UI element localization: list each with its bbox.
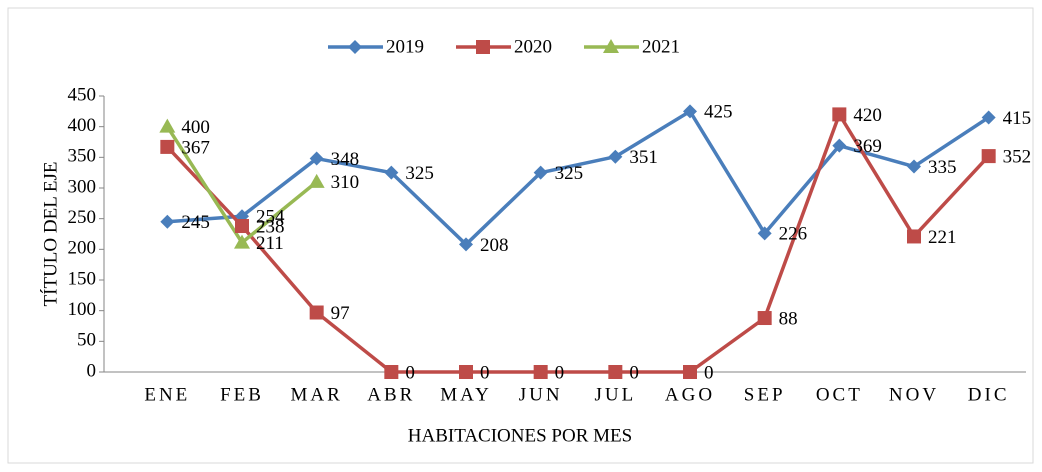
legend-label: 2021 — [642, 36, 680, 57]
x-tick-label: JUN — [519, 384, 563, 405]
marker — [533, 165, 548, 180]
marker — [235, 219, 249, 234]
data-label: 425 — [704, 102, 733, 123]
marker — [907, 229, 921, 244]
marker — [832, 107, 847, 122]
marker — [981, 110, 996, 125]
data-label: 0 — [555, 362, 565, 383]
data-label: 352 — [1003, 146, 1032, 167]
marker — [608, 149, 623, 164]
y-tick-label: 300 — [68, 176, 97, 197]
marker — [757, 311, 772, 326]
x-tick-label: JUL — [594, 384, 636, 405]
chart-frame — [7, 7, 1034, 464]
data-label: 369 — [853, 136, 882, 157]
data-label: 367 — [181, 137, 210, 158]
data-label: 325 — [555, 163, 584, 184]
marker — [683, 365, 697, 379]
y-tick-label: 0 — [87, 360, 97, 381]
data-label: 351 — [629, 147, 658, 168]
x-tick-label: ENE — [144, 384, 190, 405]
x-tick-label: OCT — [816, 384, 863, 405]
data-label: 415 — [1003, 108, 1032, 129]
marker — [907, 159, 921, 174]
marker — [159, 118, 176, 133]
y-tick-label: 400 — [68, 115, 97, 136]
x-tick-label: MAR — [291, 384, 343, 405]
marker — [309, 305, 324, 320]
marker — [832, 138, 847, 153]
legend-marker — [476, 40, 490, 54]
y-tick-label: 250 — [68, 207, 97, 228]
x-axis-label: HABITACIONES POR MES — [408, 425, 632, 446]
marker — [160, 214, 175, 229]
marker — [683, 104, 697, 119]
legend-marker — [348, 40, 362, 54]
y-tick-label: 150 — [68, 268, 97, 289]
x-tick-label: MAY — [440, 384, 492, 405]
data-label: 310 — [331, 172, 360, 193]
data-label: 88 — [779, 308, 798, 329]
marker — [309, 151, 324, 166]
marker — [981, 149, 996, 164]
data-label: 221 — [928, 227, 957, 248]
marker — [459, 365, 473, 379]
data-label: 325 — [405, 163, 434, 184]
marker — [757, 226, 772, 241]
data-label: 226 — [779, 224, 808, 245]
data-label: 245 — [181, 212, 210, 233]
data-label: 254 — [256, 207, 285, 228]
marker — [384, 365, 399, 379]
y-tick-label: 450 — [68, 84, 97, 105]
x-tick-label: SEP — [744, 384, 786, 405]
data-label: 0 — [704, 362, 714, 383]
legend-label: 2020 — [514, 36, 552, 57]
x-tick-label: FEB — [220, 384, 264, 405]
data-label: 420 — [853, 105, 882, 126]
y-axis-label: TÍTULO DEL EJE — [39, 162, 61, 307]
y-tick-label: 100 — [68, 299, 97, 320]
data-label: 208 — [480, 235, 509, 256]
data-label: 348 — [331, 149, 360, 170]
marker — [308, 173, 325, 188]
data-label: 0 — [629, 362, 639, 383]
marker — [459, 237, 473, 252]
marker — [533, 365, 548, 379]
data-label: 335 — [928, 157, 957, 178]
data-label: 211 — [256, 233, 284, 254]
data-label: 238 — [256, 216, 285, 237]
marker — [160, 139, 175, 154]
legend-label: 2019 — [386, 36, 424, 57]
x-tick-label: ABR — [367, 384, 415, 405]
marker — [608, 365, 623, 379]
y-tick-label: 350 — [68, 146, 97, 167]
y-tick-label: 200 — [68, 238, 97, 259]
y-tick-label: 50 — [77, 330, 96, 351]
data-label: 97 — [331, 303, 350, 324]
x-tick-label: AGO — [665, 384, 715, 405]
x-tick-label: DIC — [968, 384, 1010, 405]
marker — [384, 165, 399, 180]
legend-marker — [603, 39, 619, 53]
series-line — [166, 112, 990, 374]
x-tick-label: NOV — [889, 384, 939, 405]
series-line — [167, 109, 990, 247]
marker — [234, 234, 250, 249]
data-label: 0 — [405, 362, 415, 383]
data-label: 0 — [480, 362, 490, 383]
data-label: 400 — [181, 117, 210, 138]
